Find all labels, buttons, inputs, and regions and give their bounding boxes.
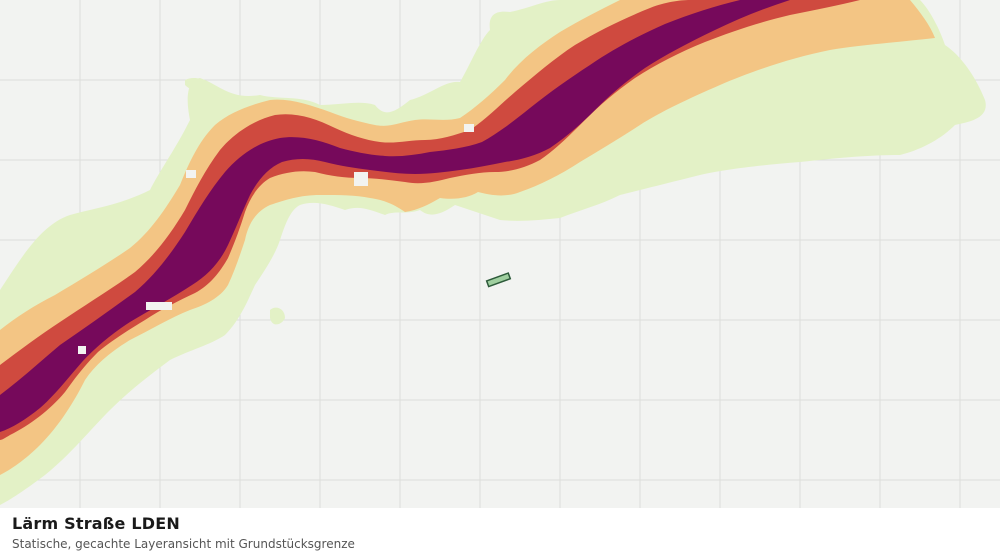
layer-subtitle: Statische, gecachte Layeransicht mit Gru… — [12, 537, 355, 551]
map-caption: Lärm Straße LDEN Statische, gecachte Lay… — [0, 508, 1000, 560]
noise-gaps — [78, 124, 474, 354]
map-canvas[interactable] — [0, 0, 1000, 508]
parcel-boundary[interactable] — [485, 272, 512, 288]
layer-title: Lärm Straße LDEN — [12, 514, 180, 533]
noise-band-light — [0, 0, 935, 475]
noise-band-core — [0, 0, 790, 432]
map-view[interactable] — [0, 0, 1000, 508]
